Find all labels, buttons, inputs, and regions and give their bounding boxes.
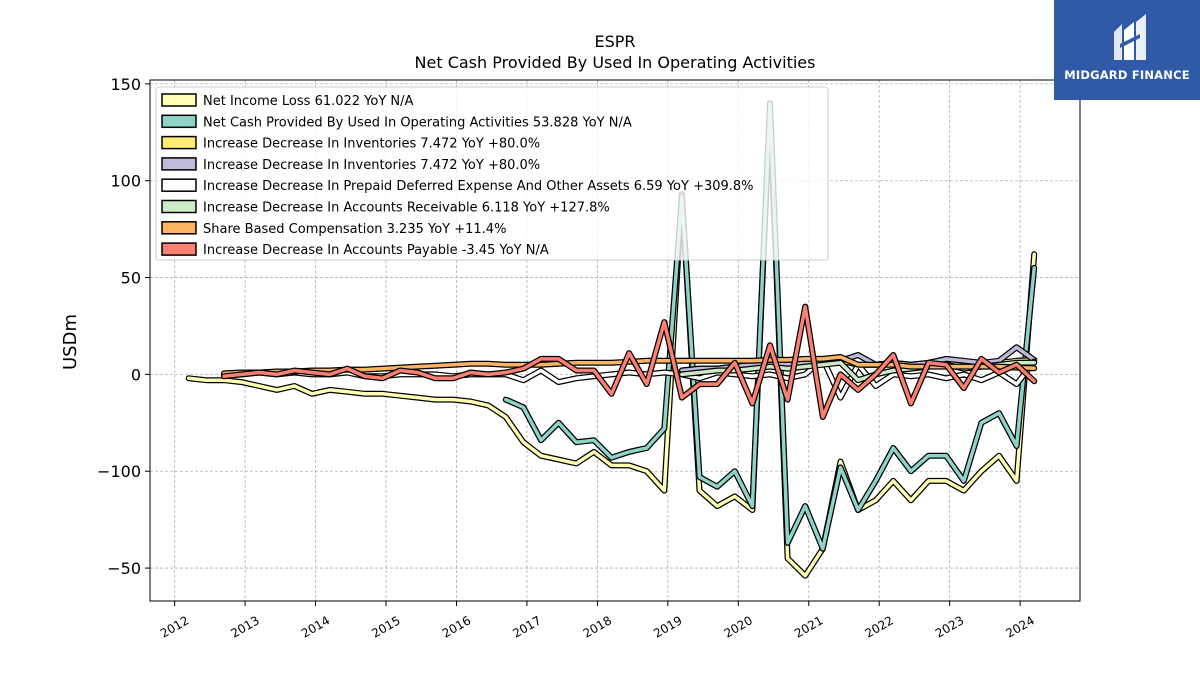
x-tick-label: 2013	[228, 613, 261, 640]
logo-mark-icon	[1114, 14, 1146, 60]
legend: Net Income Loss 61.022 YoY N/A Net Cash P…	[155, 86, 829, 261]
legend-label: Net Income Loss 61.022 YoY N/A	[203, 94, 414, 109]
legend-swatch	[161, 242, 197, 256]
legend-entry: Share Based Compensation 3.235 YoY +11.4…	[161, 221, 506, 237]
x-ticks: 2012 2013 2014 2015 2016 2017 2018 2019 2020 2021…	[158, 601, 1037, 641]
y-tick-label: 150	[110, 75, 141, 94]
series-line	[680, 345, 1036, 373]
series-layer	[185, 100, 1038, 579]
chart-title: ESPR	[594, 32, 635, 51]
y-tick-label: 0	[131, 365, 141, 384]
legend-swatch	[161, 199, 197, 214]
x-tick-label: 2020	[722, 613, 755, 640]
legend-entry: Net Cash Provided By Used In Operating A…	[161, 114, 632, 130]
legend-label: Increase Decrease In Prepaid Deferred Ex…	[203, 179, 754, 194]
logo-text: MIDGARD FINANCE	[1064, 68, 1190, 82]
legend-box	[155, 86, 829, 261]
x-tick-label: 2019	[651, 613, 684, 640]
series-7	[221, 303, 1038, 420]
y-tick-label: 50	[121, 269, 141, 288]
legend-swatch	[161, 135, 197, 150]
x-tick-label: 2017	[510, 613, 543, 640]
legend-entry: Net Income Loss 61.022 YoY N/A	[161, 93, 414, 109]
legend-label: Increase Decrease In Inventories 7.472 Y…	[203, 137, 540, 152]
x-tick-label: 2015	[369, 613, 402, 640]
legend-label: Net Cash Provided By Used In Operating A…	[203, 115, 632, 130]
plot-frame	[149, 79, 1081, 602]
x-tick-label: 2022	[862, 613, 895, 640]
legend-swatch	[161, 178, 197, 192]
legend-entry: Increase Decrease In Inventories 7.472 Y…	[161, 135, 540, 152]
chart-subtitle: Net Cash Provided By Used In Operating A…	[415, 53, 816, 72]
y-tick-label: −100	[97, 462, 141, 481]
x-tick-label: 2016	[440, 613, 473, 640]
x-tick-label: 2018	[581, 613, 614, 640]
legend-entry: Increase Decrease In Inventories 7.472 Y…	[161, 157, 540, 173]
x-tick-label: 2014	[299, 613, 332, 640]
legend-swatch	[161, 93, 197, 107]
legend-label: Increase Decrease In Accounts Receivable…	[203, 201, 610, 216]
legend-entry: Increase Decrease In Accounts Receivable…	[161, 199, 610, 216]
x-tick-label: 2024	[1003, 613, 1036, 640]
x-tick-label: 2023	[933, 613, 966, 640]
brand-logo: MIDGARD FINANCE	[1054, 0, 1200, 100]
x-tick-label: 2012	[158, 613, 191, 640]
y-axis-label: USDm	[60, 314, 81, 370]
legend-label: Increase Decrease In Accounts Payable -3…	[203, 243, 549, 258]
legend-swatch	[161, 114, 197, 129]
y-tick-label: −50	[107, 559, 141, 578]
legend-label: Share Based Compensation 3.235 YoY +11.4…	[203, 222, 506, 237]
y-tick-label: 100	[110, 172, 141, 191]
legend-entry: Increase Decrease In Prepaid Deferred Ex…	[161, 178, 754, 194]
x-tick-label: 2021	[792, 613, 825, 640]
series-line	[186, 105, 1036, 578]
legend-entry: Increase Decrease In Accounts Payable -3…	[161, 242, 549, 258]
y-ticks: 150 100 50 0 −100 −50	[97, 75, 150, 578]
legend-swatch	[161, 157, 197, 171]
series-line	[222, 304, 1036, 419]
series-0	[185, 104, 1038, 579]
legend-swatch	[161, 221, 197, 235]
legend-label: Increase Decrease In Inventories 7.472 Y…	[203, 158, 540, 173]
series-3	[678, 344, 1038, 374]
